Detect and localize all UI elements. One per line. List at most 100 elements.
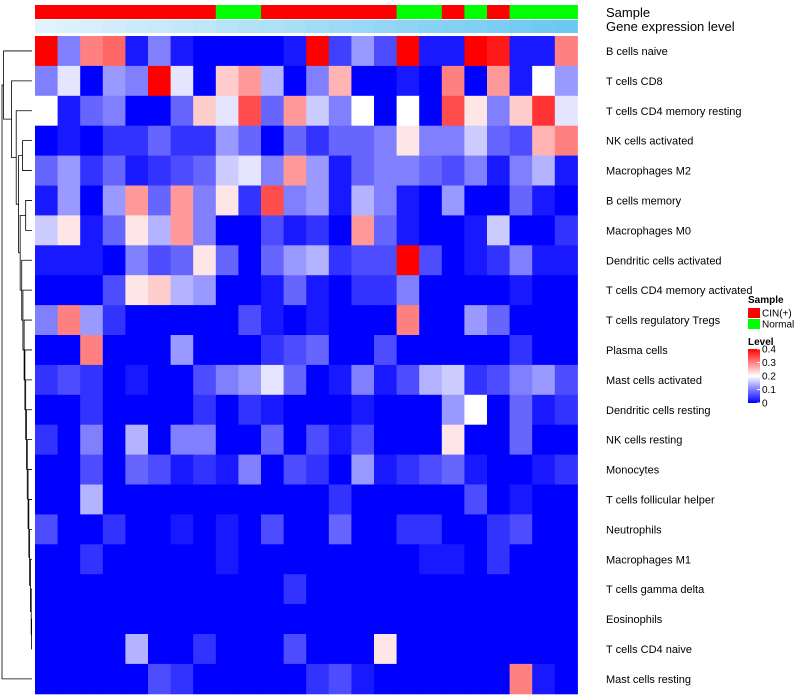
heatmap-cell [441, 305, 465, 336]
heatmap-cell [487, 155, 511, 186]
heatmap-cell [170, 36, 194, 67]
heatmap-cell [261, 335, 285, 366]
heatmap-cell [80, 335, 104, 366]
heatmap-cell [238, 634, 262, 665]
sample-annotation-label: Sample [606, 5, 650, 20]
sample-annotation-cell [532, 5, 556, 19]
heatmap-cell [396, 604, 420, 635]
heatmap-cell [102, 95, 126, 127]
heatmap-cell [306, 663, 330, 695]
heatmap-cell [532, 215, 556, 246]
heatmap-cell [170, 155, 194, 186]
row-label: Macrophages M2 [606, 166, 691, 178]
heatmap-cell [102, 574, 126, 605]
heatmap-cell [125, 305, 149, 336]
sample-annotation-cell [464, 5, 488, 19]
heatmap-cell [102, 185, 126, 216]
heatmap-cell [57, 335, 81, 366]
heatmap-cell [419, 574, 443, 605]
expression-annotation-cell [374, 20, 398, 33]
heatmap-cell [215, 95, 239, 127]
row-label: T cells gamma delta [606, 584, 705, 596]
heatmap-cell [35, 335, 59, 366]
heatmap-cell [35, 305, 59, 336]
heatmap-cell [283, 155, 307, 186]
heatmap-cell [487, 65, 511, 97]
heatmap-cell [532, 335, 556, 366]
heatmap-cell [80, 574, 104, 605]
heatmap-cell [125, 155, 149, 186]
heatmap-cell [396, 275, 420, 306]
row-label: Monocytes [606, 465, 660, 477]
heatmap-cell [102, 424, 126, 456]
heatmap-cell [148, 364, 172, 396]
expression-annotation-label: Gene expression level [606, 19, 735, 34]
heatmap-cell [441, 634, 465, 665]
heatmap-cell [351, 245, 375, 276]
heatmap-cell [351, 544, 375, 575]
heatmap-cell [283, 95, 307, 127]
heatmap-cell [193, 185, 217, 216]
heatmap-cell [102, 65, 126, 97]
heatmap-cell [215, 424, 239, 456]
heatmap-cell [328, 95, 352, 127]
heatmap-cell [306, 574, 330, 605]
heatmap-cell [261, 484, 285, 515]
heatmap-cell [374, 95, 398, 127]
heatmap-cell [238, 454, 262, 485]
heatmap-cell [80, 364, 104, 396]
level-tick-label: 0.4 [762, 345, 776, 356]
heatmap-cell [193, 663, 217, 695]
heatmap-cell [351, 604, 375, 635]
heatmap-cell [102, 514, 126, 545]
heatmap-cell [125, 484, 149, 515]
heatmap-cell [283, 364, 307, 396]
heatmap-cell [532, 36, 556, 67]
heatmap-cell [193, 215, 217, 246]
heatmap-cell [487, 245, 511, 276]
heatmap-cell [80, 305, 104, 336]
heatmap-cell [80, 663, 104, 695]
heatmap-cell [509, 484, 533, 515]
heatmap-cell [532, 663, 556, 695]
heatmap-cell [238, 484, 262, 515]
heatmap-cell [419, 215, 443, 246]
heatmap-cell [554, 155, 578, 186]
heatmap-cell [215, 185, 239, 216]
heatmap-cell [102, 125, 126, 157]
heatmap-cell [532, 574, 556, 605]
heatmap-cell [419, 424, 443, 456]
heatmap-cell [261, 36, 285, 67]
heatmap-cell [374, 65, 398, 97]
sample-legend-title: Sample [748, 295, 784, 306]
heatmap-cell [328, 604, 352, 635]
heatmap-cell [238, 185, 262, 216]
heatmap-cell [283, 604, 307, 635]
heatmap-cell [215, 544, 239, 575]
heatmap-cell [351, 634, 375, 665]
heatmap-cell [419, 394, 443, 426]
heatmap-cell [396, 574, 420, 605]
heatmap-cell [215, 454, 239, 485]
heatmap-cell [464, 305, 488, 336]
heatmap-cell [261, 394, 285, 426]
sample-annotation-cell [306, 5, 330, 19]
heatmap-cell [238, 424, 262, 456]
heatmap-cell [532, 454, 556, 485]
heatmap-cell [464, 245, 488, 276]
heatmap-cell [80, 275, 104, 306]
heatmap-cell [487, 36, 511, 67]
row-labels: B cells naive T cells CD8 T cells CD4 memo… [606, 46, 753, 686]
heatmap-cell [487, 514, 511, 545]
heatmap-cell [351, 484, 375, 515]
heatmap-cell [238, 95, 262, 127]
heatmap-cell [441, 185, 465, 216]
heatmap-cell [35, 634, 59, 665]
heatmap-cell [532, 305, 556, 336]
sample-annotation-cell [396, 5, 420, 19]
heatmap-cell [283, 663, 307, 695]
heatmap-cell [261, 185, 285, 216]
heatmap-cell [148, 663, 172, 695]
sample-annotation-cell [328, 5, 352, 19]
